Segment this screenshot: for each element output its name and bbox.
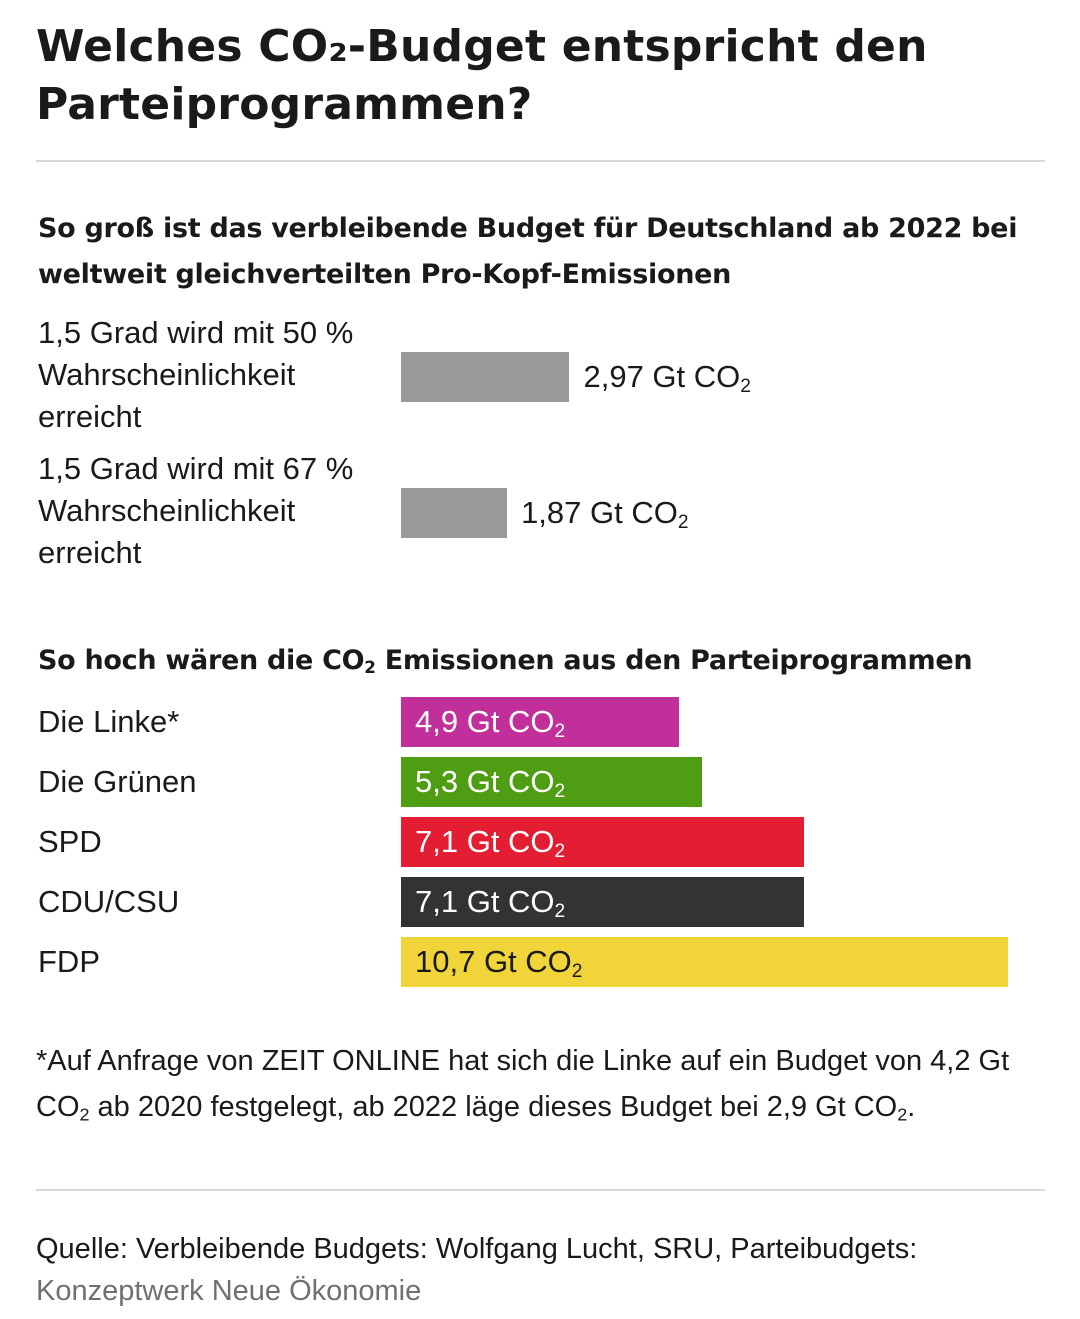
- party-value-label: 4,9 Gt CO2: [415, 704, 566, 742]
- party-value-label: 7,1 Gt CO2: [415, 884, 566, 922]
- source-org: Konzeptwerk Neue Ökonomie: [36, 1275, 422, 1307]
- chart-title: Welches CO₂-Budget entspricht den Partei…: [36, 21, 928, 130]
- source-text: Quelle: Verbleibende Budgets: Wolfgang L…: [36, 1233, 918, 1265]
- source-note: Quelle: Verbleibende Budgets: Wolfgang L…: [36, 1228, 1046, 1312]
- party-bar: 10,7 Gt CO2: [401, 937, 1008, 987]
- divider-bottom: [36, 1189, 1045, 1191]
- budget-value-label: 2,97 Gt CO2: [583, 359, 751, 397]
- party-bar: 7,1 Gt CO2: [401, 817, 804, 867]
- budget-category-label: 1,5 Grad wird mit 50 % Wahrscheinlichkei…: [38, 315, 354, 434]
- party-label: Die Grünen: [38, 764, 197, 799]
- party-value-label: 7,1 Gt CO2: [415, 824, 566, 862]
- footnote: *Auf Anfrage von ZEIT ONLINE hat sich di…: [36, 1045, 1010, 1125]
- party-label: FDP: [38, 944, 100, 979]
- party-chart-title: So hoch wären die CO2 Emissionen aus den…: [38, 645, 973, 678]
- budget-chart-title: So groß ist das verbleibende Budget für …: [38, 213, 1018, 290]
- party-bar: 4,9 Gt CO2: [401, 697, 679, 747]
- divider-top: [36, 160, 1045, 162]
- party-value-label: 10,7 Gt CO2: [415, 944, 583, 982]
- party-bar: 7,1 Gt CO2: [401, 877, 804, 927]
- party-label: Die Linke*: [38, 704, 180, 739]
- party-label: SPD: [38, 824, 102, 859]
- budget-bar: [401, 352, 570, 402]
- party-value-label: 5,3 Gt CO2: [415, 764, 566, 802]
- budget-bar: [401, 488, 508, 538]
- budget-category-label: 1,5 Grad wird mit 67 % Wahrscheinlichkei…: [38, 451, 354, 570]
- party-label: CDU/CSU: [38, 884, 180, 919]
- party-bar: 5,3 Gt CO2: [401, 757, 702, 807]
- budget-value-label: 1,87 Gt CO2: [521, 495, 689, 533]
